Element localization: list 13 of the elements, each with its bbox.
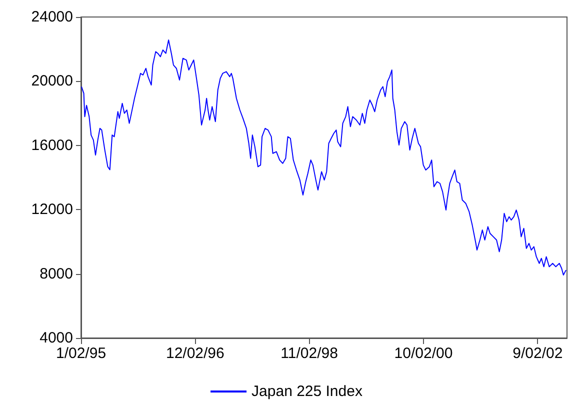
x-tick-label: 11/02/98 — [280, 345, 338, 362]
x-tick-label: 12/02/96 — [166, 345, 224, 362]
x-tick-label: 9/02/02 — [512, 345, 563, 362]
y-tick-label: 12000 — [31, 201, 73, 218]
x-tick-label: 1/02/95 — [56, 345, 106, 362]
y-tick-label: 24000 — [31, 8, 73, 26]
y-tick-label: 8000 — [40, 265, 73, 282]
line-series — [80, 40, 567, 276]
legend-label: Japan 225 Index — [252, 383, 363, 400]
y-tick-label: 20000 — [31, 72, 73, 90]
y-tick-label: 4000 — [40, 330, 73, 346]
x-tick-label: 10/02/00 — [394, 345, 453, 362]
y-tick-label: 16000 — [31, 136, 73, 154]
